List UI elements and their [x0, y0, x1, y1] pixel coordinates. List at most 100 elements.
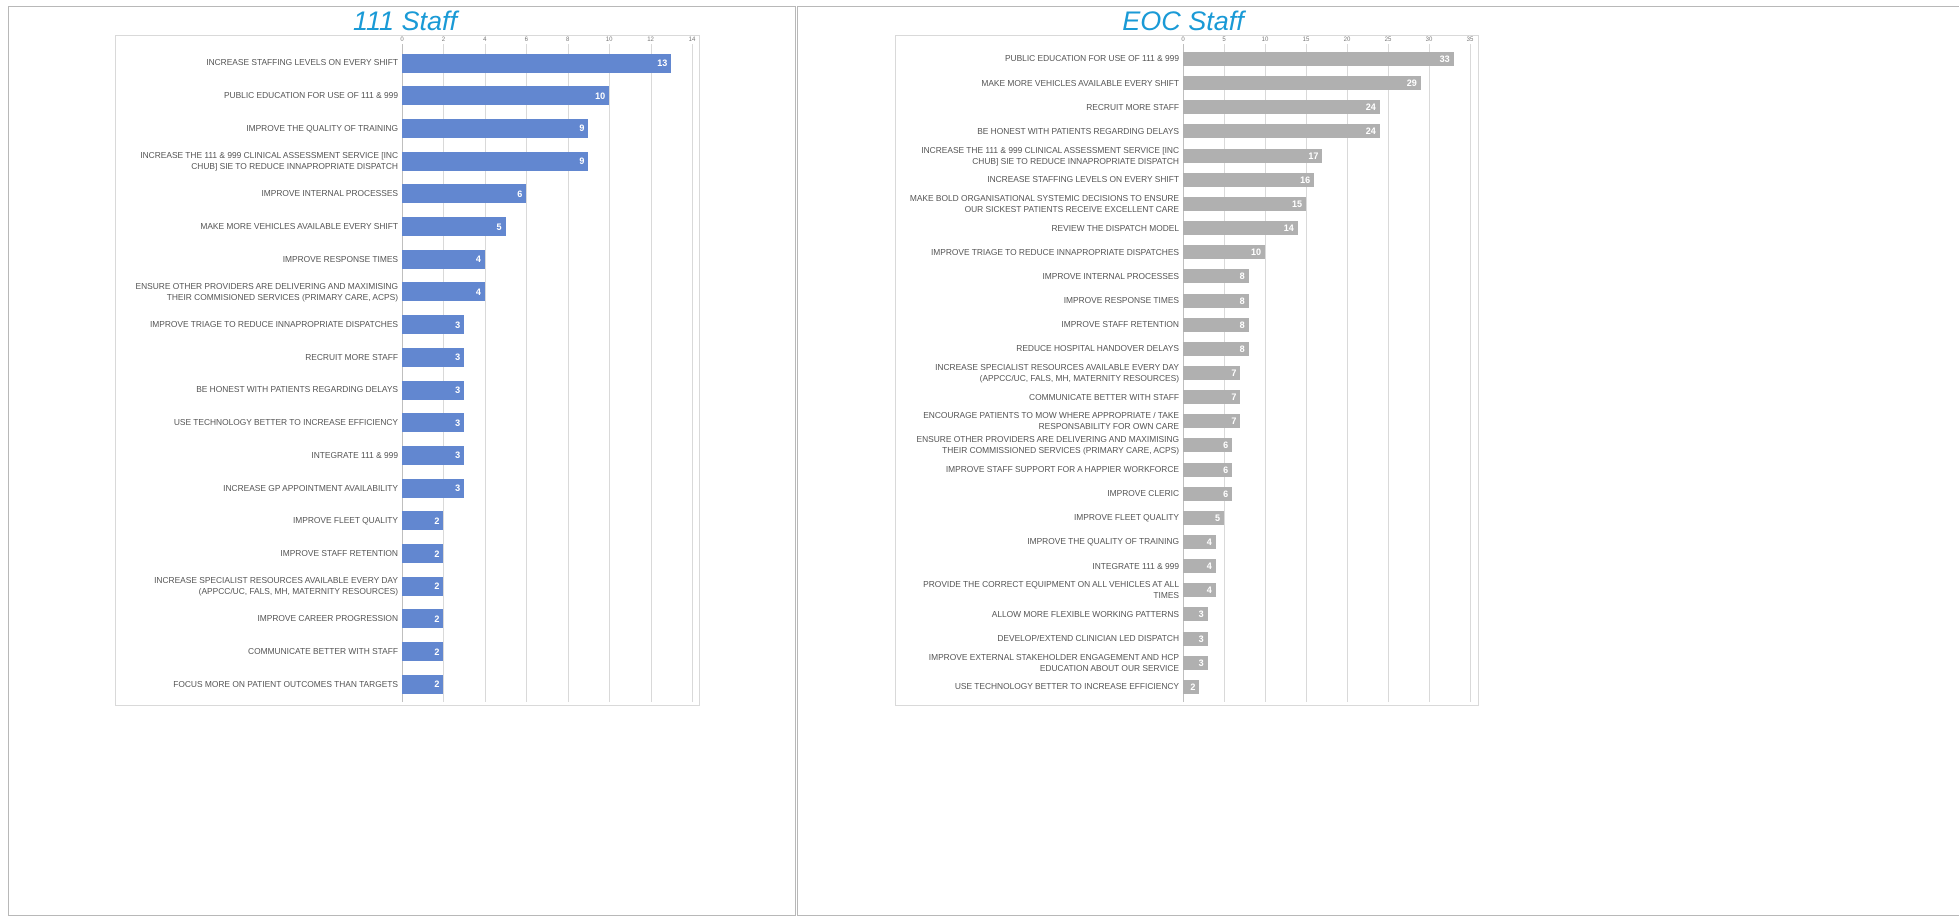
- bar: [1183, 245, 1265, 260]
- bar: [402, 249, 485, 269]
- bar: [1183, 607, 1208, 622]
- bar: [402, 642, 444, 662]
- bar: [1183, 486, 1233, 501]
- bar: [1183, 221, 1298, 236]
- category-label: IMPROVE EXTERNAL STAKEHOLDER ENGAGEMENT …: [928, 651, 1179, 673]
- data-label: 24: [1365, 126, 1376, 137]
- x-tick-label: 12: [647, 37, 654, 43]
- data-label: 7: [1231, 416, 1237, 427]
- data-label: 5: [1214, 512, 1220, 523]
- grid-line: [1429, 44, 1430, 702]
- category-label: INCREASE STAFFING LEVELS ON EVERY SHIFT: [987, 174, 1179, 185]
- category-label: BE HONEST WITH PATIENTS REGARDING DELAYS: [977, 125, 1179, 136]
- bar: [1183, 269, 1249, 284]
- grid-line: [443, 44, 445, 702]
- bar: [1183, 535, 1216, 549]
- data-label: 2: [434, 515, 440, 526]
- bar: [1183, 172, 1315, 187]
- grid-line: [526, 44, 528, 702]
- category-label: PROVIDE THE CORRECT EQUIPMENT ON ALL VEH…: [923, 579, 1179, 601]
- bar: [402, 544, 444, 563]
- chart-title: 111 Staff: [352, 6, 458, 36]
- category-label: ENCOURAGE PATIENTS TO MOW WHERE APPROPRI…: [923, 410, 1179, 432]
- data-label: 4: [475, 286, 481, 297]
- category-label: IMPROVE STAFF SUPPORT FOR A HAPPIER WORK…: [945, 464, 1179, 475]
- bar: [1183, 559, 1216, 574]
- data-label: 2: [434, 581, 440, 592]
- bar: [402, 609, 444, 629]
- data-label: 3: [455, 483, 461, 494]
- bar: [402, 478, 465, 498]
- bar: [402, 282, 485, 302]
- data-label: 2: [434, 613, 440, 624]
- x-tick-label: 15: [1302, 37, 1310, 43]
- x-tick-label: 6: [524, 37, 528, 43]
- data-label: 3: [1198, 609, 1204, 620]
- data-label: 15: [1291, 198, 1302, 209]
- data-label: 4: [1206, 585, 1212, 596]
- category-label: INCREASE THE 111 & 999 CLINICAL ASSESSME…: [140, 150, 398, 172]
- data-label: 7: [1231, 367, 1237, 378]
- data-label: 6: [517, 188, 523, 199]
- grid-line: [692, 44, 693, 702]
- category-label: IMPROVE CLERIC: [1107, 488, 1179, 499]
- x-tick-label: 0: [400, 37, 404, 43]
- data-label: 24: [1365, 102, 1376, 113]
- category-label: ENSURE OTHER PROVIDERS ARE DELIVERING AN…: [916, 434, 1179, 456]
- bar: [402, 445, 465, 465]
- bar: [1183, 510, 1224, 525]
- bar: [402, 184, 527, 204]
- category-label: INCREASE SPECIALIST RESOURCES AVAILABLE …: [935, 361, 1179, 383]
- data-label: 3: [1198, 657, 1204, 668]
- data-label: 29: [1406, 78, 1417, 89]
- bar: [1183, 631, 1208, 646]
- x-tick-label: 25: [1384, 37, 1392, 43]
- category-label: IMPROVE THE QUALITY OF TRAINING: [246, 122, 398, 133]
- data-label: 3: [455, 319, 461, 330]
- bar: [1183, 76, 1421, 91]
- bar: [402, 151, 589, 171]
- bar: [402, 511, 444, 531]
- data-label: 13: [657, 58, 668, 68]
- category-label: BE HONEST WITH PATIENTS REGARDING DELAYS: [196, 384, 398, 395]
- x-tick-label: 10: [605, 37, 613, 43]
- bar: [1183, 438, 1233, 453]
- data-label: 3: [455, 450, 461, 461]
- x-tick-label: 5: [1222, 37, 1226, 43]
- x-tick-label: 0: [1181, 37, 1185, 43]
- category-label: MAKE BOLD ORGANISATIONAL SYSTEMIC DECISI…: [909, 192, 1179, 214]
- data-label: 3: [455, 352, 461, 363]
- data-label: 3: [1198, 633, 1204, 644]
- category-label: REVIEW THE DISPATCH MODEL: [1051, 222, 1180, 233]
- bar: [1183, 365, 1241, 380]
- bar: [1183, 390, 1241, 405]
- bar: [402, 53, 672, 73]
- category-label: INCREASE GP APPOINTMENT AVAILABILITY: [223, 482, 398, 493]
- category-label: IMPROVE RESPONSE TIMES: [1063, 294, 1179, 305]
- data-label: 14: [1283, 223, 1294, 234]
- data-label: 2: [434, 646, 440, 657]
- bar: [1183, 317, 1249, 332]
- category-label: IMPROVE FLEET QUALITY: [292, 515, 398, 526]
- bar: [1183, 341, 1249, 356]
- data-label: 8: [1239, 343, 1245, 354]
- data-label: 33: [1439, 54, 1450, 64]
- data-label: 8: [1239, 319, 1245, 330]
- data-label: 3: [455, 385, 461, 395]
- x-tick-label: 30: [1425, 37, 1433, 43]
- data-label: 3: [455, 417, 461, 428]
- category-label: FOCUS MORE ON PATIENT OUTCOMES THAN TARG…: [173, 678, 398, 689]
- grid-line: [567, 44, 569, 702]
- data-label: 2: [1190, 681, 1196, 692]
- category-label: INTEGRATE 111 & 999: [311, 449, 398, 460]
- category-label: COMMUNICATE BETTER WITH STAFF: [1029, 391, 1179, 402]
- category-label: IMPROVE INTERNAL PROCESSES: [1042, 270, 1179, 281]
- grid-line: [1470, 44, 1471, 702]
- category-label: RECRUIT MORE STAFF: [305, 351, 398, 362]
- bar: [402, 576, 444, 596]
- bar: [402, 380, 465, 400]
- x-tick-label: 10: [1261, 37, 1269, 43]
- data-label: 17: [1308, 150, 1319, 161]
